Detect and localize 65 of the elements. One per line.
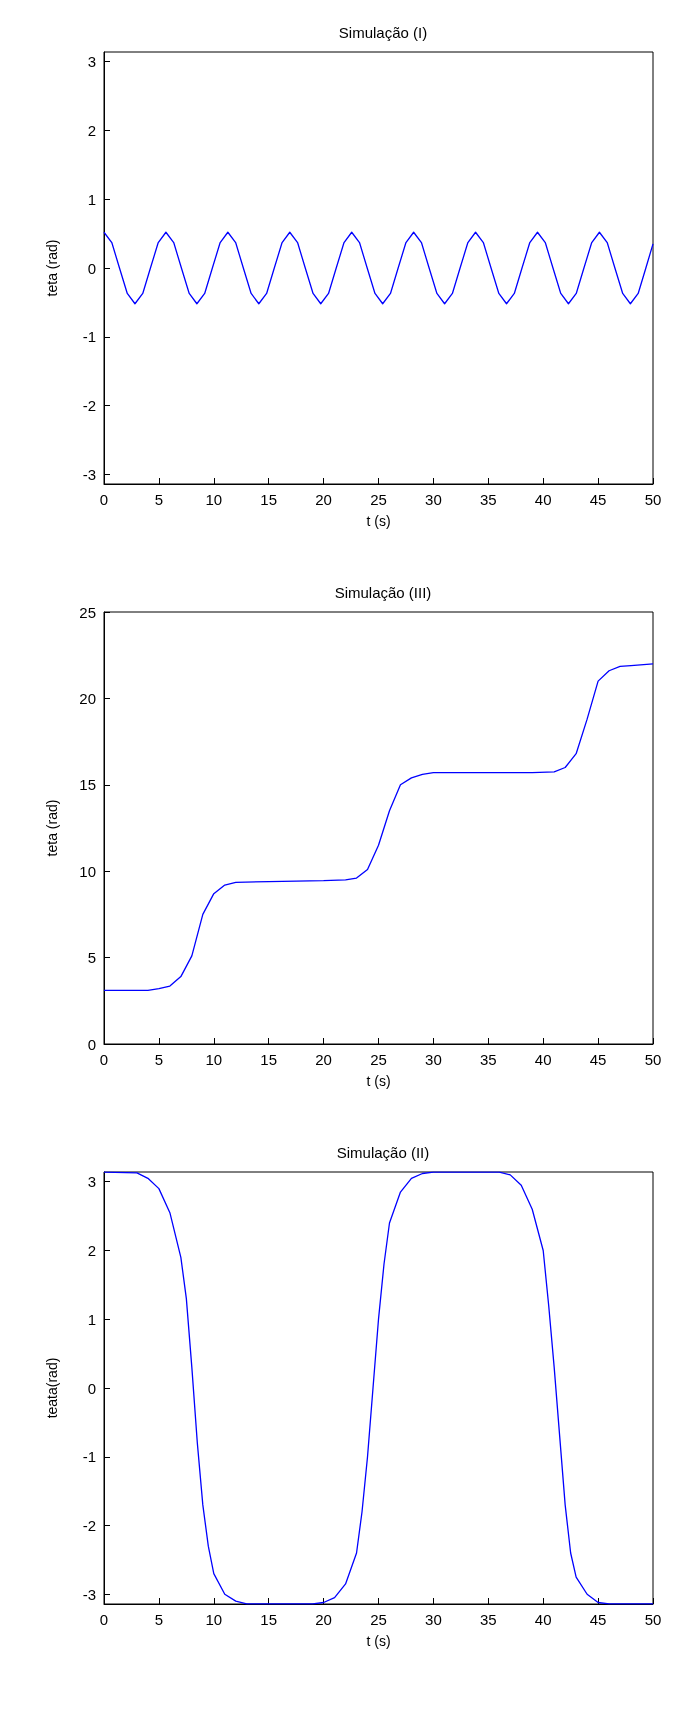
line-series [103, 663, 654, 992]
y-tick-label: 2 [87, 121, 96, 139]
x-tick-label: 15 [260, 1051, 278, 1068]
y-tick-label: -1 [82, 1448, 96, 1466]
x-tick-label: 0 [99, 1611, 109, 1628]
x-tick-label: 45 [589, 1051, 607, 1068]
x-tick-label: 45 [589, 1611, 607, 1628]
y-tick-label: 3 [87, 1173, 96, 1191]
x-tick-label: 50 [644, 491, 662, 508]
x-tick-label: 45 [589, 491, 607, 508]
y-tick-label: 0 [87, 259, 96, 277]
x-tick-label: 30 [425, 1051, 442, 1068]
x-tick-label: 5 [154, 491, 164, 508]
y-tick-label: -2 [82, 1517, 96, 1535]
y-tick-label: 0 [87, 1035, 96, 1053]
x-tick-label: 25 [370, 1051, 387, 1068]
x-tick-label: 10 [205, 1051, 223, 1068]
x-tick-label: 40 [534, 1051, 552, 1068]
y-axis-title: teta (rad) [44, 799, 60, 857]
y-tick-label: 5 [87, 949, 96, 967]
x-tick-label: 50 [644, 1611, 662, 1628]
x-tick-label: 50 [644, 1051, 662, 1068]
line-series [103, 1171, 654, 1605]
chart-title: Simulação (I) [338, 24, 428, 41]
x-tick-label: 15 [260, 491, 278, 508]
x-tick-label: 10 [205, 1611, 223, 1628]
y-axis-title: teta (rad) [44, 239, 60, 297]
y-tick-label: 15 [79, 776, 96, 794]
y-tick-label: 0 [87, 1379, 96, 1397]
y-tick-label: -3 [82, 1585, 96, 1603]
x-tick-label: 5 [154, 1051, 164, 1068]
x-tick-label: 20 [315, 491, 332, 508]
x-tick-label: 40 [534, 1611, 552, 1628]
y-tick-label: 3 [87, 53, 96, 71]
x-tick-label: 20 [315, 1051, 332, 1068]
y-tick-label: -1 [82, 328, 96, 346]
x-tick-label: 0 [99, 1051, 109, 1068]
x-tick-label: 25 [370, 491, 387, 508]
x-tick-label: 35 [479, 491, 497, 508]
y-tick-label: 1 [87, 190, 96, 208]
x-axis-title: t (s) [366, 1073, 391, 1089]
x-tick-label: 35 [479, 1611, 497, 1628]
x-tick-label: 25 [370, 1611, 387, 1628]
chart-title: Simulação (III) [334, 584, 432, 601]
x-tick-label: 40 [534, 491, 552, 508]
x-tick-label: 10 [205, 491, 223, 508]
y-tick-label: 20 [79, 689, 96, 707]
y-tick-label: -3 [82, 465, 96, 483]
y-tick-label: 1 [87, 1310, 96, 1328]
y-tick-label: -2 [82, 397, 96, 415]
chart-title: Simulação (II) [336, 1144, 430, 1161]
x-tick-label: 30 [425, 1611, 442, 1628]
x-tick-label: 35 [479, 1051, 497, 1068]
x-tick-label: 30 [425, 491, 442, 508]
x-tick-label: 20 [315, 1611, 332, 1628]
line-series [103, 231, 654, 305]
x-tick-label: 5 [154, 1611, 164, 1628]
x-tick-label: 0 [99, 491, 109, 508]
x-tick-label: 15 [260, 1611, 278, 1628]
x-axis-title: t (s) [366, 513, 391, 529]
y-axis-title: teata(rad) [44, 1357, 60, 1419]
y-tick-label: 2 [87, 1241, 96, 1259]
y-tick-label: 10 [79, 862, 96, 880]
x-axis-title: t (s) [366, 1633, 391, 1649]
y-tick-label: 25 [79, 603, 96, 621]
